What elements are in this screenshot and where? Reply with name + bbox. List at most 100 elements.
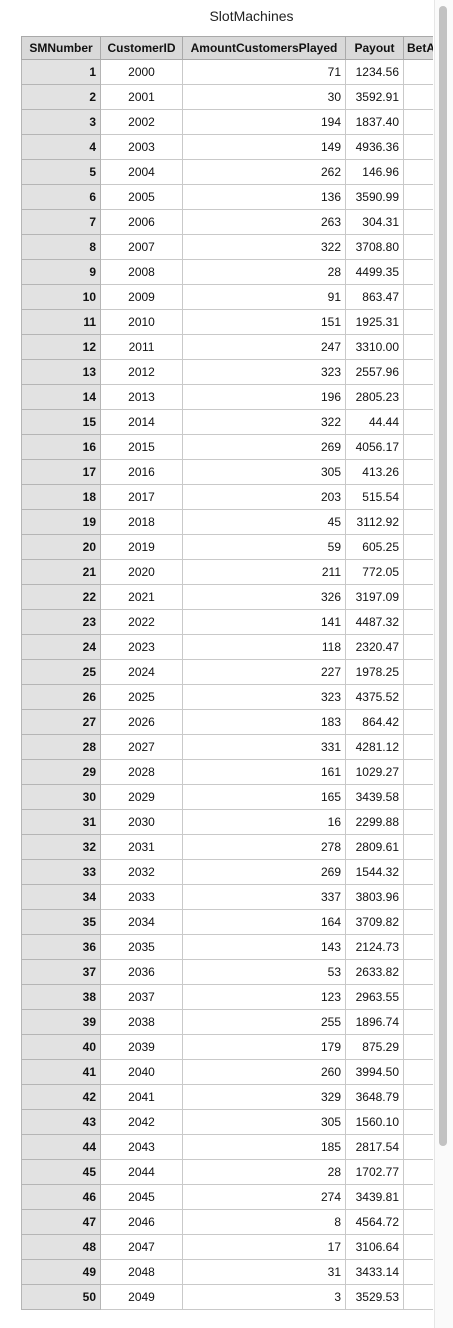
cell-customerid[interactable]: 2038 — [100, 1009, 183, 1035]
cell-smnumber[interactable]: 5 — [21, 159, 101, 185]
cell-customerid[interactable]: 2028 — [100, 759, 183, 785]
cell-customerid[interactable]: 2033 — [100, 884, 183, 910]
cell-betamount[interactable] — [403, 959, 433, 985]
table-row[interactable]: 28 2027 331 4281.12 — [21, 734, 433, 760]
cell-payout[interactable]: 2805.23 — [345, 384, 404, 410]
cell-betamount[interactable] — [403, 84, 433, 110]
cell-smnumber[interactable]: 29 — [21, 759, 101, 785]
cell-amountcustomersplayed[interactable]: 123 — [182, 984, 346, 1010]
cell-amountcustomersplayed[interactable]: 149 — [182, 134, 346, 160]
table-row[interactable]: 21 2020 211 772.05 — [21, 559, 433, 585]
cell-smnumber[interactable]: 13 — [21, 359, 101, 385]
cell-customerid[interactable]: 2039 — [100, 1034, 183, 1060]
cell-amountcustomersplayed[interactable]: 179 — [182, 1034, 346, 1060]
cell-smnumber[interactable]: 33 — [21, 859, 101, 885]
cell-payout[interactable]: 4487.32 — [345, 609, 404, 635]
cell-amountcustomersplayed[interactable]: 278 — [182, 834, 346, 860]
table-row[interactable]: 15 2014 322 44.44 — [21, 409, 433, 435]
cell-betamount[interactable] — [403, 1234, 433, 1260]
column-header-smnumber[interactable]: SMNumber — [21, 36, 101, 60]
cell-betamount[interactable] — [403, 559, 433, 585]
cell-payout[interactable]: 413.26 — [345, 459, 404, 485]
table-row[interactable]: 29 2028 161 1029.27 — [21, 759, 433, 785]
cell-payout[interactable]: 2124.73 — [345, 934, 404, 960]
cell-betamount[interactable] — [403, 709, 433, 735]
cell-amountcustomersplayed[interactable]: 194 — [182, 109, 346, 135]
column-header-betamount[interactable]: BetAmount — [403, 36, 433, 60]
cell-amountcustomersplayed[interactable]: 3 — [182, 1284, 346, 1310]
cell-betamount[interactable] — [403, 1109, 433, 1135]
cell-customerid[interactable]: 2030 — [100, 809, 183, 835]
table-row[interactable]: 19 2018 45 3112.92 — [21, 509, 433, 535]
column-header-customerid[interactable]: CustomerID — [100, 36, 183, 60]
cell-customerid[interactable]: 2008 — [100, 259, 183, 285]
cell-payout[interactable]: 4056.17 — [345, 434, 404, 460]
cell-amountcustomersplayed[interactable]: 16 — [182, 809, 346, 835]
cell-smnumber[interactable]: 2 — [21, 84, 101, 110]
cell-betamount[interactable] — [403, 59, 433, 85]
cell-betamount[interactable] — [403, 459, 433, 485]
cell-smnumber[interactable]: 12 — [21, 334, 101, 360]
cell-betamount[interactable] — [403, 259, 433, 285]
cell-payout[interactable]: 3197.09 — [345, 584, 404, 610]
cell-customerid[interactable]: 2049 — [100, 1284, 183, 1310]
cell-betamount[interactable] — [403, 759, 433, 785]
cell-smnumber[interactable]: 16 — [21, 434, 101, 460]
cell-customerid[interactable]: 2040 — [100, 1059, 183, 1085]
cell-customerid[interactable]: 2002 — [100, 109, 183, 135]
cell-smnumber[interactable]: 34 — [21, 884, 101, 910]
column-header-payout[interactable]: Payout — [345, 36, 404, 60]
cell-betamount[interactable] — [403, 184, 433, 210]
cell-smnumber[interactable]: 7 — [21, 209, 101, 235]
cell-customerid[interactable]: 2034 — [100, 909, 183, 935]
table-row[interactable]: 24 2023 118 2320.47 — [21, 634, 433, 660]
table-row[interactable]: 34 2033 337 3803.96 — [21, 884, 433, 910]
table-row[interactable]: 25 2024 227 1978.25 — [21, 659, 433, 685]
column-header-amountcustomersplayed[interactable]: AmountCustomersPlayed — [182, 36, 346, 60]
cell-payout[interactable]: 3592.91 — [345, 84, 404, 110]
table-row[interactable]: 42 2041 329 3648.79 — [21, 1084, 433, 1110]
cell-smnumber[interactable]: 24 — [21, 634, 101, 660]
cell-smnumber[interactable]: 46 — [21, 1184, 101, 1210]
cell-amountcustomersplayed[interactable]: 196 — [182, 384, 346, 410]
table-row[interactable]: 6 2005 136 3590.99 — [21, 184, 433, 210]
cell-payout[interactable]: 1560.10 — [345, 1109, 404, 1135]
cell-customerid[interactable]: 2037 — [100, 984, 183, 1010]
table-row[interactable]: 14 2013 196 2805.23 — [21, 384, 433, 410]
table-row[interactable]: 40 2039 179 875.29 — [21, 1034, 433, 1060]
table-row[interactable]: 4 2003 149 4936.36 — [21, 134, 433, 160]
cell-smnumber[interactable]: 50 — [21, 1284, 101, 1310]
cell-smnumber[interactable]: 23 — [21, 609, 101, 635]
cell-payout[interactable]: 146.96 — [345, 159, 404, 185]
cell-smnumber[interactable]: 37 — [21, 959, 101, 985]
table-row[interactable]: 27 2026 183 864.42 — [21, 709, 433, 735]
table-row[interactable]: 26 2025 323 4375.52 — [21, 684, 433, 710]
cell-betamount[interactable] — [403, 1159, 433, 1185]
cell-payout[interactable]: 1544.32 — [345, 859, 404, 885]
cell-payout[interactable]: 864.42 — [345, 709, 404, 735]
cell-customerid[interactable]: 2042 — [100, 1109, 183, 1135]
table-row[interactable]: 18 2017 203 515.54 — [21, 484, 433, 510]
cell-betamount[interactable] — [403, 109, 433, 135]
cell-amountcustomersplayed[interactable]: 337 — [182, 884, 346, 910]
cell-amountcustomersplayed[interactable]: 71 — [182, 59, 346, 85]
table-row[interactable]: 38 2037 123 2963.55 — [21, 984, 433, 1010]
cell-amountcustomersplayed[interactable]: 28 — [182, 1159, 346, 1185]
cell-payout[interactable]: 1837.40 — [345, 109, 404, 135]
cell-customerid[interactable]: 2014 — [100, 409, 183, 435]
cell-betamount[interactable] — [403, 309, 433, 335]
cell-payout[interactable]: 863.47 — [345, 284, 404, 310]
cell-customerid[interactable]: 2046 — [100, 1209, 183, 1235]
scrollbar-thumb[interactable] — [439, 6, 447, 1146]
cell-amountcustomersplayed[interactable]: 185 — [182, 1134, 346, 1160]
table-row[interactable]: 12 2011 247 3310.00 — [21, 334, 433, 360]
cell-betamount[interactable] — [403, 934, 433, 960]
cell-amountcustomersplayed[interactable]: 45 — [182, 509, 346, 535]
cell-betamount[interactable] — [403, 859, 433, 885]
cell-betamount[interactable] — [403, 234, 433, 260]
cell-betamount[interactable] — [403, 884, 433, 910]
cell-amountcustomersplayed[interactable]: 141 — [182, 609, 346, 635]
cell-smnumber[interactable]: 19 — [21, 509, 101, 535]
cell-customerid[interactable]: 2023 — [100, 634, 183, 660]
cell-customerid[interactable]: 2021 — [100, 584, 183, 610]
